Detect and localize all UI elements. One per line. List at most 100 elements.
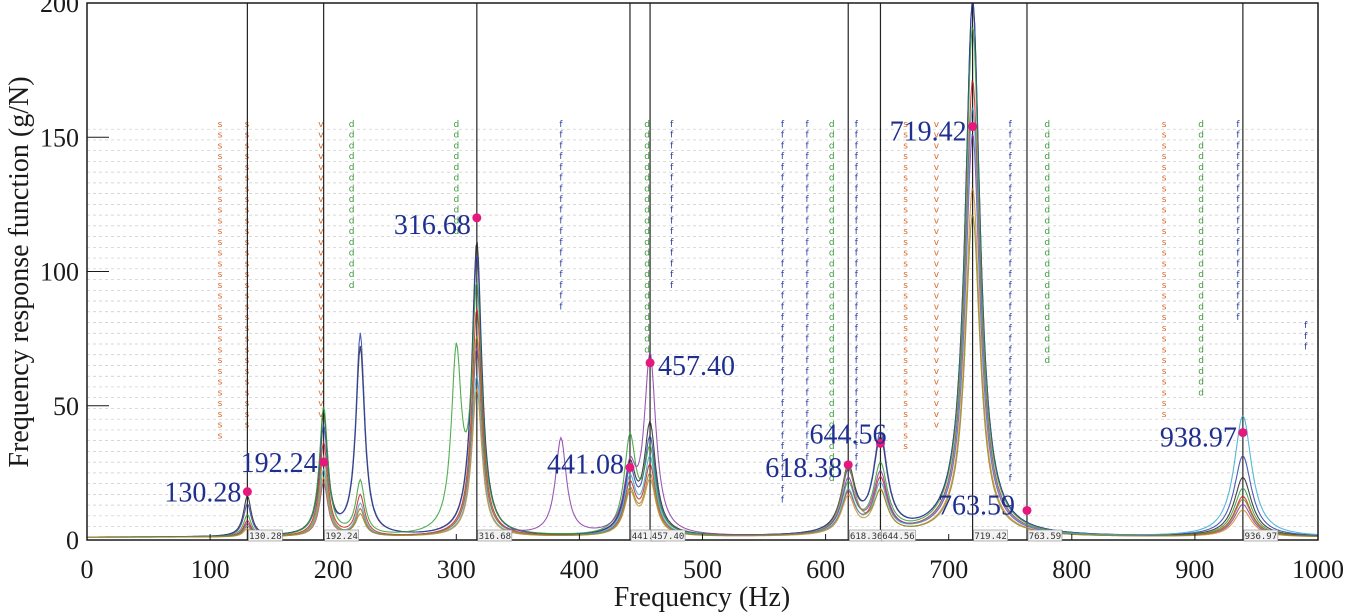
stability-symbol: v xyxy=(318,163,324,173)
y-axis-title: Frequency response function (g/N) xyxy=(4,76,35,467)
stability-symbol: s xyxy=(1162,324,1167,334)
stability-symbol: v xyxy=(318,120,324,130)
stability-symbol: f xyxy=(806,410,810,420)
stability-symbol: d xyxy=(349,270,355,280)
stability-symbol: f xyxy=(855,227,859,237)
stability-symbol: v xyxy=(934,120,940,130)
cursor-box-frame xyxy=(477,529,513,542)
stability-symbol: d xyxy=(453,120,459,130)
stability-symbol: d xyxy=(829,270,835,280)
stability-symbol: f xyxy=(781,195,785,205)
stability-symbol: d xyxy=(829,174,835,184)
stability-symbol: f xyxy=(855,421,859,431)
peak-dot xyxy=(472,213,482,223)
stability-symbol: s xyxy=(1162,238,1167,248)
stability-symbol: d xyxy=(1044,227,1050,237)
stability-symbol: f xyxy=(806,324,810,334)
stability-symbol: d xyxy=(1044,281,1050,291)
stability-symbol: d xyxy=(349,184,355,194)
stability-symbol: d xyxy=(644,302,650,312)
stability-symbol: f xyxy=(1236,206,1240,216)
stability-symbol: d xyxy=(1044,345,1050,355)
stability-gridlines xyxy=(87,128,1318,527)
stability-symbol: f xyxy=(781,324,785,334)
stability-symbol: s xyxy=(903,152,908,162)
stability-symbol: v xyxy=(934,141,940,151)
stability-symbol: s xyxy=(903,442,908,452)
stability-symbol: s xyxy=(1162,281,1167,291)
stability-symbol: s xyxy=(903,292,908,302)
stability-symbol: v xyxy=(934,206,940,216)
stability-symbol: v xyxy=(934,227,940,237)
peak-dot xyxy=(1238,428,1248,438)
stability-symbol: d xyxy=(644,259,650,269)
stability-symbol: s xyxy=(903,259,908,269)
stability-symbol: f xyxy=(781,206,785,216)
stability-symbol: f xyxy=(855,431,859,441)
stability-symbol: s xyxy=(1162,120,1167,130)
stability-symbol: d xyxy=(829,259,835,269)
stability-symbol: s xyxy=(1162,335,1167,345)
peak-dot xyxy=(242,487,252,497)
stability-symbol: f xyxy=(559,216,563,226)
stability-symbol: s xyxy=(903,302,908,312)
stability-symbol: f xyxy=(1009,410,1013,420)
stability-symbol: v xyxy=(318,184,324,194)
stability-symbol: f xyxy=(559,206,563,216)
stability-symbol: f xyxy=(1009,345,1013,355)
stability-symbol: f xyxy=(855,324,859,334)
stability-symbol: f xyxy=(1009,313,1013,323)
stability-symbol: f xyxy=(1009,421,1013,431)
stability-symbol: d xyxy=(349,206,355,216)
stability-symbol: f xyxy=(559,141,563,151)
stability-symbol: d xyxy=(644,324,650,334)
stability-symbol: s xyxy=(218,184,223,194)
stability-symbol: f xyxy=(806,335,810,345)
stability-symbol: d xyxy=(829,464,835,474)
stability-symbol: d xyxy=(1198,216,1204,226)
peak-dot xyxy=(645,358,655,368)
stability-symbol: v xyxy=(934,152,940,162)
stability-symbol: s xyxy=(1162,206,1167,216)
stability-symbol: f xyxy=(781,410,785,420)
stability-symbol: s xyxy=(1162,378,1167,388)
stability-symbol: v xyxy=(318,259,324,269)
stability-symbol: d xyxy=(829,238,835,248)
stability-symbol: d xyxy=(1044,163,1050,173)
x-tick-label: 300 xyxy=(437,555,476,584)
stability-symbol: f xyxy=(855,335,859,345)
cursor-box-frame xyxy=(1027,529,1063,542)
stability-symbol: d xyxy=(453,163,459,173)
stability-symbol: f xyxy=(1236,163,1240,173)
stability-symbol: s xyxy=(218,259,223,269)
stability-symbol: s xyxy=(1162,216,1167,226)
stability-symbol: v xyxy=(318,270,324,280)
stability-symbol: v xyxy=(934,399,940,409)
stability-symbol: f xyxy=(855,238,859,248)
stability-symbol: d xyxy=(349,131,355,141)
stability-symbol: v xyxy=(318,195,324,205)
stability-symbol: d xyxy=(453,206,459,216)
stability-symbol: s xyxy=(1162,227,1167,237)
stability-symbol: f xyxy=(559,238,563,248)
stability-symbol: f xyxy=(806,399,810,409)
stability-symbol: f xyxy=(1236,292,1240,302)
stability-symbol: f xyxy=(559,227,563,237)
stability-symbol: d xyxy=(829,378,835,388)
stability-symbol: f xyxy=(781,302,785,312)
stability-symbol: f xyxy=(670,238,674,248)
x-tick-label: 700 xyxy=(929,555,968,584)
stability-symbol: f xyxy=(670,120,674,130)
stability-symbol: s xyxy=(218,163,223,173)
stability-symbol: d xyxy=(349,163,355,173)
stability-symbol: f xyxy=(781,216,785,226)
stability-symbol: f xyxy=(559,292,563,302)
stability-symbol: d xyxy=(1044,216,1050,226)
x-tick-label: 800 xyxy=(1052,555,1091,584)
stability-symbol: s xyxy=(218,324,223,334)
stability-symbol: s xyxy=(1162,270,1167,280)
stability-symbol: v xyxy=(318,216,324,226)
stability-symbol: d xyxy=(829,367,835,377)
stability-symbol: f xyxy=(1236,195,1240,205)
stability-symbol: v xyxy=(318,206,324,216)
